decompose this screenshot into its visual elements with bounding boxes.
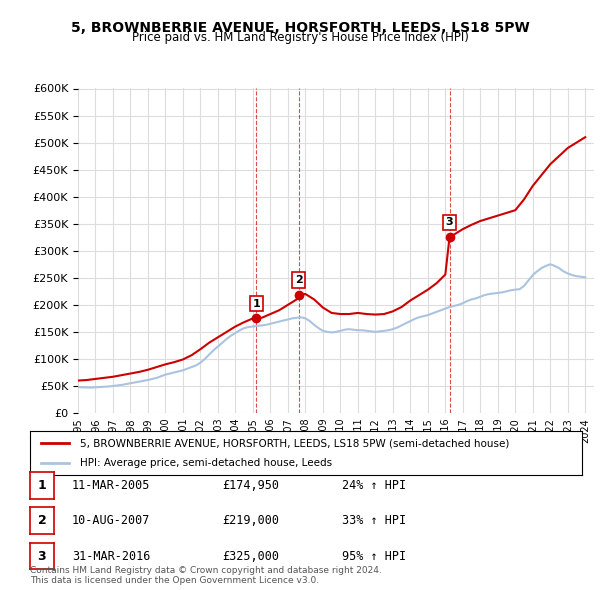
- Text: 3: 3: [446, 218, 454, 228]
- Text: 10-AUG-2007: 10-AUG-2007: [72, 514, 151, 527]
- Text: 2: 2: [38, 514, 46, 527]
- Text: 1: 1: [38, 478, 46, 492]
- Text: Contains HM Land Registry data © Crown copyright and database right 2024.
This d: Contains HM Land Registry data © Crown c…: [30, 566, 382, 585]
- Text: 5, BROWNBERRIE AVENUE, HORSFORTH, LEEDS, LS18 5PW (semi-detached house): 5, BROWNBERRIE AVENUE, HORSFORTH, LEEDS,…: [80, 438, 509, 448]
- Text: 33% ↑ HPI: 33% ↑ HPI: [342, 514, 406, 527]
- Text: 1: 1: [253, 299, 260, 309]
- Text: 24% ↑ HPI: 24% ↑ HPI: [342, 479, 406, 492]
- Text: 11-MAR-2005: 11-MAR-2005: [72, 479, 151, 492]
- Text: 3: 3: [38, 549, 46, 563]
- Text: 95% ↑ HPI: 95% ↑ HPI: [342, 550, 406, 563]
- Text: Price paid vs. HM Land Registry's House Price Index (HPI): Price paid vs. HM Land Registry's House …: [131, 31, 469, 44]
- Text: 2: 2: [295, 275, 302, 285]
- Text: 31-MAR-2016: 31-MAR-2016: [72, 550, 151, 563]
- Text: £219,000: £219,000: [222, 514, 279, 527]
- Text: 5, BROWNBERRIE AVENUE, HORSFORTH, LEEDS, LS18 5PW: 5, BROWNBERRIE AVENUE, HORSFORTH, LEEDS,…: [71, 21, 529, 35]
- Text: £325,000: £325,000: [222, 550, 279, 563]
- Text: £174,950: £174,950: [222, 479, 279, 492]
- Text: HPI: Average price, semi-detached house, Leeds: HPI: Average price, semi-detached house,…: [80, 458, 332, 467]
